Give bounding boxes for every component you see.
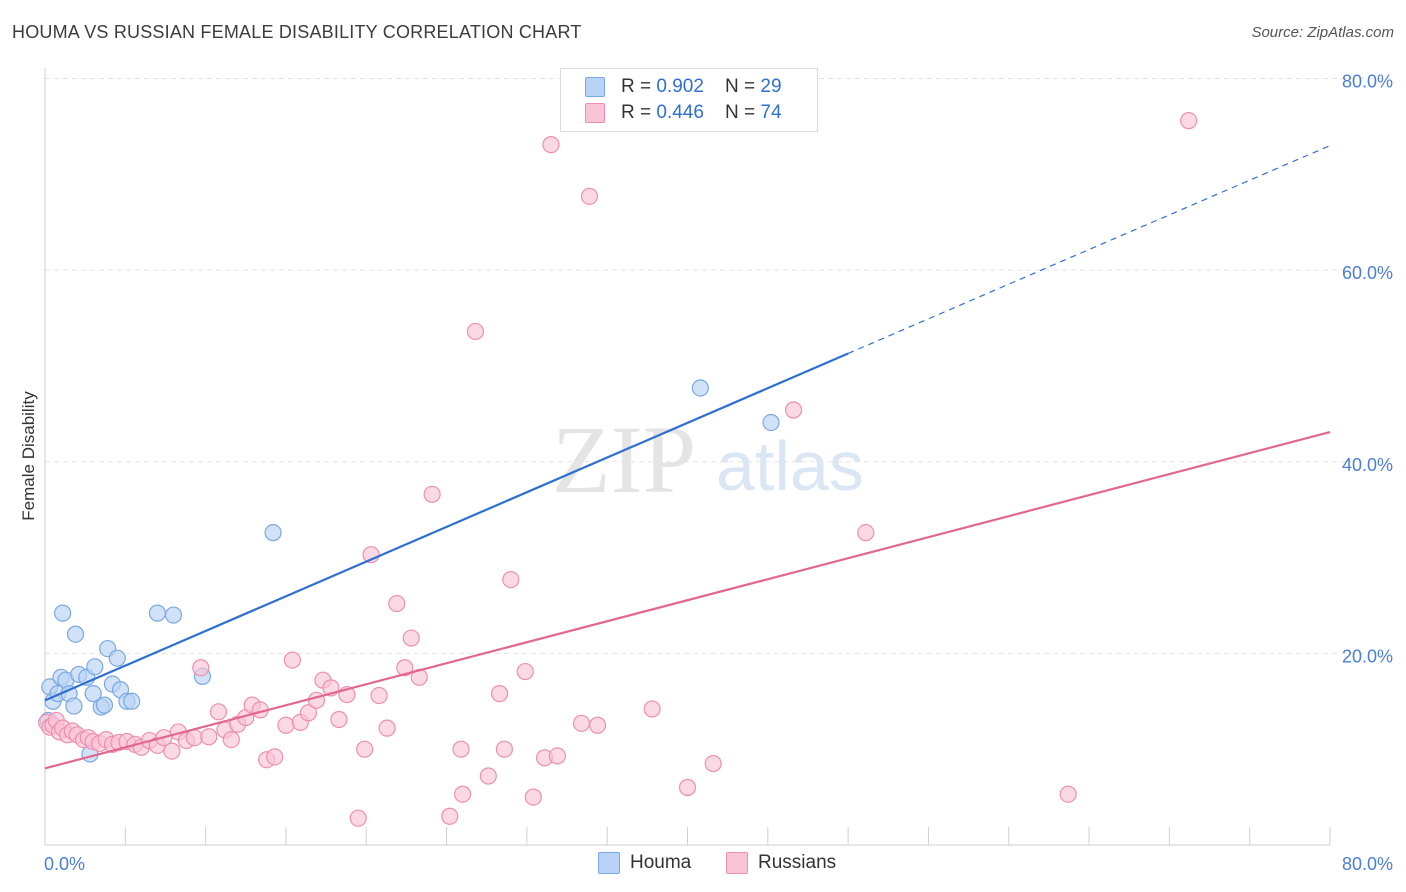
russians-point — [704, 754, 722, 773]
russians-point — [516, 662, 534, 681]
houma-points — [39, 379, 780, 763]
russians-point — [454, 785, 472, 803]
x-tick-label-max: 80.0% — [1342, 854, 1393, 874]
stats-legend: R = 0.902 N = 29 R = 0.446 N = 74 — [560, 68, 818, 132]
russians-point — [349, 809, 367, 827]
russians-point — [192, 659, 210, 677]
russians-point — [200, 728, 218, 746]
russians-point — [370, 686, 388, 705]
russians-legend-label: Russians — [758, 852, 837, 873]
russians-point — [396, 659, 414, 677]
russians-point — [678, 778, 697, 797]
y-tick-label: 80.0% — [1342, 72, 1393, 92]
watermark-atlas: atlas — [716, 427, 864, 505]
russians-point — [441, 807, 459, 825]
houma-legend-swatch — [598, 852, 620, 874]
houma-legend-label: Houma — [630, 852, 692, 873]
houma-point — [95, 696, 114, 714]
russians-point — [857, 524, 875, 542]
russians-point — [1180, 112, 1198, 130]
y-tick-label: 60.0% — [1342, 263, 1393, 283]
russians-trend-line — [44, 430, 1331, 770]
y-tick-labels: 20.0% 40.0% 60.0% 80.0% — [1342, 72, 1393, 667]
legend-item-russians: Russians — [726, 852, 836, 874]
houma-point — [264, 524, 282, 542]
houma-point — [108, 649, 126, 667]
houma-point — [164, 606, 183, 624]
russians-point — [479, 767, 497, 785]
x-tick-labels: 0.0% 80.0% — [44, 854, 1393, 874]
russians-point — [378, 719, 396, 737]
russians-point — [588, 716, 607, 734]
russians-point — [283, 651, 301, 669]
russians-point — [1059, 785, 1077, 803]
x-tick-label-min: 0.0% — [44, 854, 85, 874]
legend-r-label: R = — [621, 102, 657, 123]
legend-item-houma: Houma — [598, 852, 691, 874]
x-tick-marks — [124, 827, 1331, 845]
russians-point — [643, 700, 661, 718]
y-tick-label: 40.0% — [1342, 455, 1393, 475]
russians-point — [356, 740, 374, 758]
russians-point — [490, 685, 509, 703]
russians-point — [209, 703, 228, 721]
russians-points — [38, 112, 1198, 827]
russians-point — [423, 485, 441, 503]
russians-point — [466, 322, 485, 341]
houma-n-value: 29 — [760, 76, 782, 97]
russians-point — [502, 570, 520, 589]
houma-point — [148, 604, 167, 622]
houma-point — [65, 697, 83, 715]
chart-title: HOUMA VS RUSSIAN FEMALE DISABILITY CORRE… — [12, 22, 582, 42]
russians-point — [572, 714, 591, 732]
houma-r-value: 0.902 — [656, 76, 704, 97]
russians-point — [542, 136, 560, 154]
russians-point — [402, 629, 420, 647]
russians-point — [330, 710, 348, 729]
y-axis-label: Female Disability — [19, 391, 38, 521]
houma-point — [66, 625, 85, 643]
houma-point — [691, 379, 709, 397]
russians-point — [524, 788, 542, 806]
houma-point — [762, 413, 780, 432]
legend-r-label: R = — [621, 76, 657, 97]
watermark: ZIP atlas — [552, 406, 864, 513]
trend-lines — [44, 145, 1331, 770]
russians-point — [388, 594, 406, 613]
legend-n-label: N = — [725, 102, 761, 123]
legend-n-label: N = — [725, 76, 761, 97]
russians-n-value: 74 — [760, 102, 782, 123]
russians-point — [548, 747, 566, 765]
source-credit: Source: ZipAtlas.com — [1251, 24, 1394, 41]
houma-trend-extension — [847, 145, 1331, 355]
russians-legend-swatch — [726, 852, 748, 874]
russians-swatch — [585, 103, 605, 123]
russians-point — [185, 729, 203, 747]
houma-swatch — [585, 77, 605, 97]
houma-point — [123, 692, 141, 710]
grid-lines — [45, 78, 1393, 654]
houma-point — [84, 685, 102, 703]
y-tick-label: 20.0% — [1342, 646, 1393, 666]
houma-trend-line — [44, 352, 849, 702]
houma-point — [86, 658, 104, 676]
russians-point — [277, 716, 295, 734]
russians-point — [495, 740, 513, 758]
russians-point — [452, 740, 470, 758]
russians-point — [222, 731, 240, 749]
watermark-zip: ZIP — [552, 406, 696, 513]
russians-point — [163, 742, 181, 760]
russians-point — [580, 187, 599, 205]
houma-point — [54, 604, 72, 622]
russians-r-value: 0.446 — [656, 102, 704, 123]
russians-point — [266, 748, 284, 766]
russians-point — [299, 704, 318, 722]
russians-point — [784, 401, 803, 419]
